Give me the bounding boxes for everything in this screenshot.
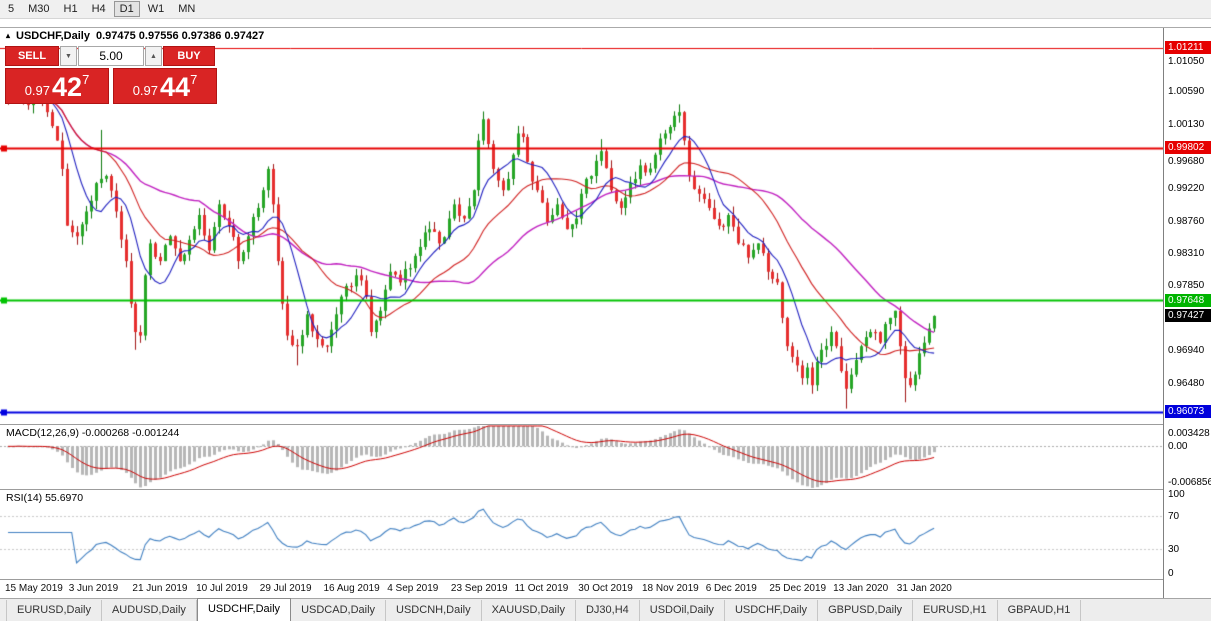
- bid-price-prefix: 0.97: [24, 83, 51, 98]
- time-axis-label: 15 May 2019: [5, 583, 63, 594]
- price-scale-label: 0.98310: [1168, 247, 1205, 259]
- timeframe-toolbar: 5 M30 H1 H4 D1 W1 MN: [0, 0, 1211, 19]
- price-scale-label-blue: 0.96073: [1165, 405, 1211, 419]
- volume-increase-button[interactable]: ▲: [145, 46, 162, 66]
- price-scale-label-green: 0.97648: [1165, 293, 1211, 307]
- price-scale-label-black: 0.97427: [1165, 309, 1211, 323]
- chart-window-border: [0, 27, 1211, 28]
- time-axis-label: 21 Jun 2019: [132, 583, 188, 594]
- timeframe-button-w1[interactable]: W1: [147, 3, 165, 15]
- price-scale-label: 0.99220: [1168, 183, 1205, 195]
- macd-scale-label: 0.00: [1168, 441, 1188, 453]
- price-scale-label: 1.00590: [1168, 86, 1205, 98]
- price-scale[interactable]: 1.01211 1.01050 1.00590 1.00130 0.99802 0.996…: [1163, 28, 1211, 598]
- rsi-scale-label: 70: [1168, 511, 1180, 523]
- time-axis-label: 6 Dec 2019: [705, 583, 757, 594]
- chart-tab-usdcad-daily[interactable]: USDCAD,Daily: [291, 600, 387, 621]
- chevron-up-icon: ▲: [150, 52, 157, 60]
- time-axis-label: 25 Dec 2019: [769, 583, 827, 594]
- timeframe-button-h4[interactable]: H4: [91, 3, 106, 15]
- rsi-label: RSI(14) 55.6970: [6, 492, 84, 504]
- buy-button[interactable]: BUY: [163, 46, 215, 66]
- time-axis-label: 29 Jul 2019: [259, 583, 312, 594]
- chart-tab-xauusd-daily[interactable]: XAUUSD,Daily: [482, 600, 576, 621]
- macd-label: MACD(12,26,9) -0.000268 -0.001244: [6, 427, 180, 439]
- chart-tab-gbpusd-daily[interactable]: GBPUSD,Daily: [818, 600, 914, 621]
- time-axis-label: 10 Jul 2019: [196, 583, 248, 594]
- chart-tab-usdchf-daily[interactable]: USDCHF,Daily: [196, 598, 292, 621]
- timeframe-button-m30[interactable]: M30: [28, 3, 50, 15]
- price-scale-label-red: 1.01211: [1165, 41, 1211, 55]
- price-scale-label: 0.96480: [1168, 377, 1205, 389]
- macd-scale-label: -0.006856: [1168, 477, 1211, 488]
- macd-panel-canvas[interactable]: [0, 425, 1163, 489]
- volume-input[interactable]: [78, 46, 144, 66]
- rsi-panel-canvas[interactable]: [0, 490, 1163, 579]
- time-axis-label: 30 Oct 2019: [578, 583, 633, 594]
- bid-price-pips: 42: [52, 72, 83, 102]
- time-axis-label: 18 Nov 2019: [642, 583, 699, 594]
- time-axis-label: 11 Oct 2019: [514, 583, 569, 594]
- time-axis-label: 13 Jan 2020: [833, 583, 889, 594]
- time-axis-label: 4 Sep 2019: [387, 583, 439, 594]
- timeframe-button-h1[interactable]: H1: [63, 3, 78, 15]
- time-axis-label: 16 Aug 2019: [323, 583, 380, 594]
- timeframe-button-5[interactable]: 5: [8, 3, 15, 15]
- ask-price-pips: 44: [160, 72, 191, 102]
- chart-ohlc-values: 0.97475 0.97556 0.97386 0.97427: [95, 30, 265, 42]
- chart-tab-usdcnh-daily[interactable]: USDCNH,Daily: [386, 600, 482, 621]
- one-click-trading-panel: SELL ▼ ▲ BUY 0.97 42 7 0.97 44 7: [5, 46, 217, 104]
- trade-controls-row: SELL ▼ ▲ BUY: [5, 46, 217, 66]
- price-scale-label-red: 0.99802: [1165, 141, 1211, 154]
- panel-separator[interactable]: [0, 424, 1211, 425]
- sell-button[interactable]: SELL: [5, 46, 59, 66]
- macd-scale-label: 0.003428: [1168, 428, 1210, 439]
- price-scale-label: 0.99680: [1168, 155, 1205, 167]
- price-scale-label: 0.97850: [1168, 280, 1205, 292]
- quick-trade-collapse-icon[interactable]: ▴: [6, 31, 11, 40]
- chevron-down-icon: ▼: [65, 52, 72, 60]
- time-axis-label: 23 Sep 2019: [450, 583, 508, 594]
- price-scale-label: 1.00130: [1168, 118, 1205, 130]
- chart-tab-eurusd-h1[interactable]: EURUSD,H1: [913, 600, 998, 621]
- price-scale-label: 0.98760: [1168, 215, 1205, 227]
- chart-tab-gbpaud-h1[interactable]: GBPAUD,H1: [998, 600, 1082, 621]
- time-axis-label: 31 Jan 2020: [896, 583, 952, 594]
- rsi-scale-label: 100: [1168, 489, 1185, 500]
- trade-price-buttons-row: 0.97 42 7 0.97 44 7: [5, 68, 217, 104]
- chart-symbol-label: USDCHF,Daily: [16, 30, 90, 42]
- chart-tab-eurusd-daily[interactable]: EURUSD,Daily: [6, 600, 102, 621]
- chart-tab-audusd-daily[interactable]: AUDUSD,Daily: [102, 600, 197, 621]
- rsi-scale-label: 0: [1168, 568, 1174, 579]
- chart-tab-usdoil-daily[interactable]: USDOil,Daily: [640, 600, 725, 621]
- price-scale-label: 1.01050: [1168, 56, 1205, 68]
- chart-tab-dj30-h4[interactable]: DJ30,H4: [576, 600, 640, 621]
- chart-tab-usdchf-daily[interactable]: USDCHF,Daily: [725, 600, 819, 621]
- buy-price-button[interactable]: 0.97 44 7: [113, 68, 217, 104]
- time-axis[interactable]: 15 May 2019 3 Jun 2019 21 Jun 2019 10 Jul 2…: [0, 580, 1163, 598]
- price-scale-label: 0.96940: [1168, 344, 1205, 356]
- ask-price-point: 7: [190, 72, 198, 87]
- time-axis-label: 3 Jun 2019: [68, 583, 119, 594]
- panel-separator[interactable]: [0, 579, 1211, 580]
- volume-decrease-button[interactable]: ▼: [60, 46, 77, 66]
- ask-price-prefix: 0.97: [132, 83, 159, 98]
- chart-tab-bar: EURUSD,Daily AUDUSD,Daily USDCHF,Daily USDC…: [0, 598, 1211, 621]
- bid-price-point: 7: [82, 72, 90, 87]
- timeframe-button-d1[interactable]: D1: [113, 1, 140, 17]
- rsi-scale-label: 30: [1168, 543, 1180, 555]
- panel-separator[interactable]: [0, 489, 1211, 490]
- chart-header: ▴ USDCHF,Daily 0.97475 0.97556 0.97386 0…: [6, 30, 264, 42]
- sell-price-button[interactable]: 0.97 42 7: [5, 68, 109, 104]
- timeframe-button-mn[interactable]: MN: [178, 3, 196, 15]
